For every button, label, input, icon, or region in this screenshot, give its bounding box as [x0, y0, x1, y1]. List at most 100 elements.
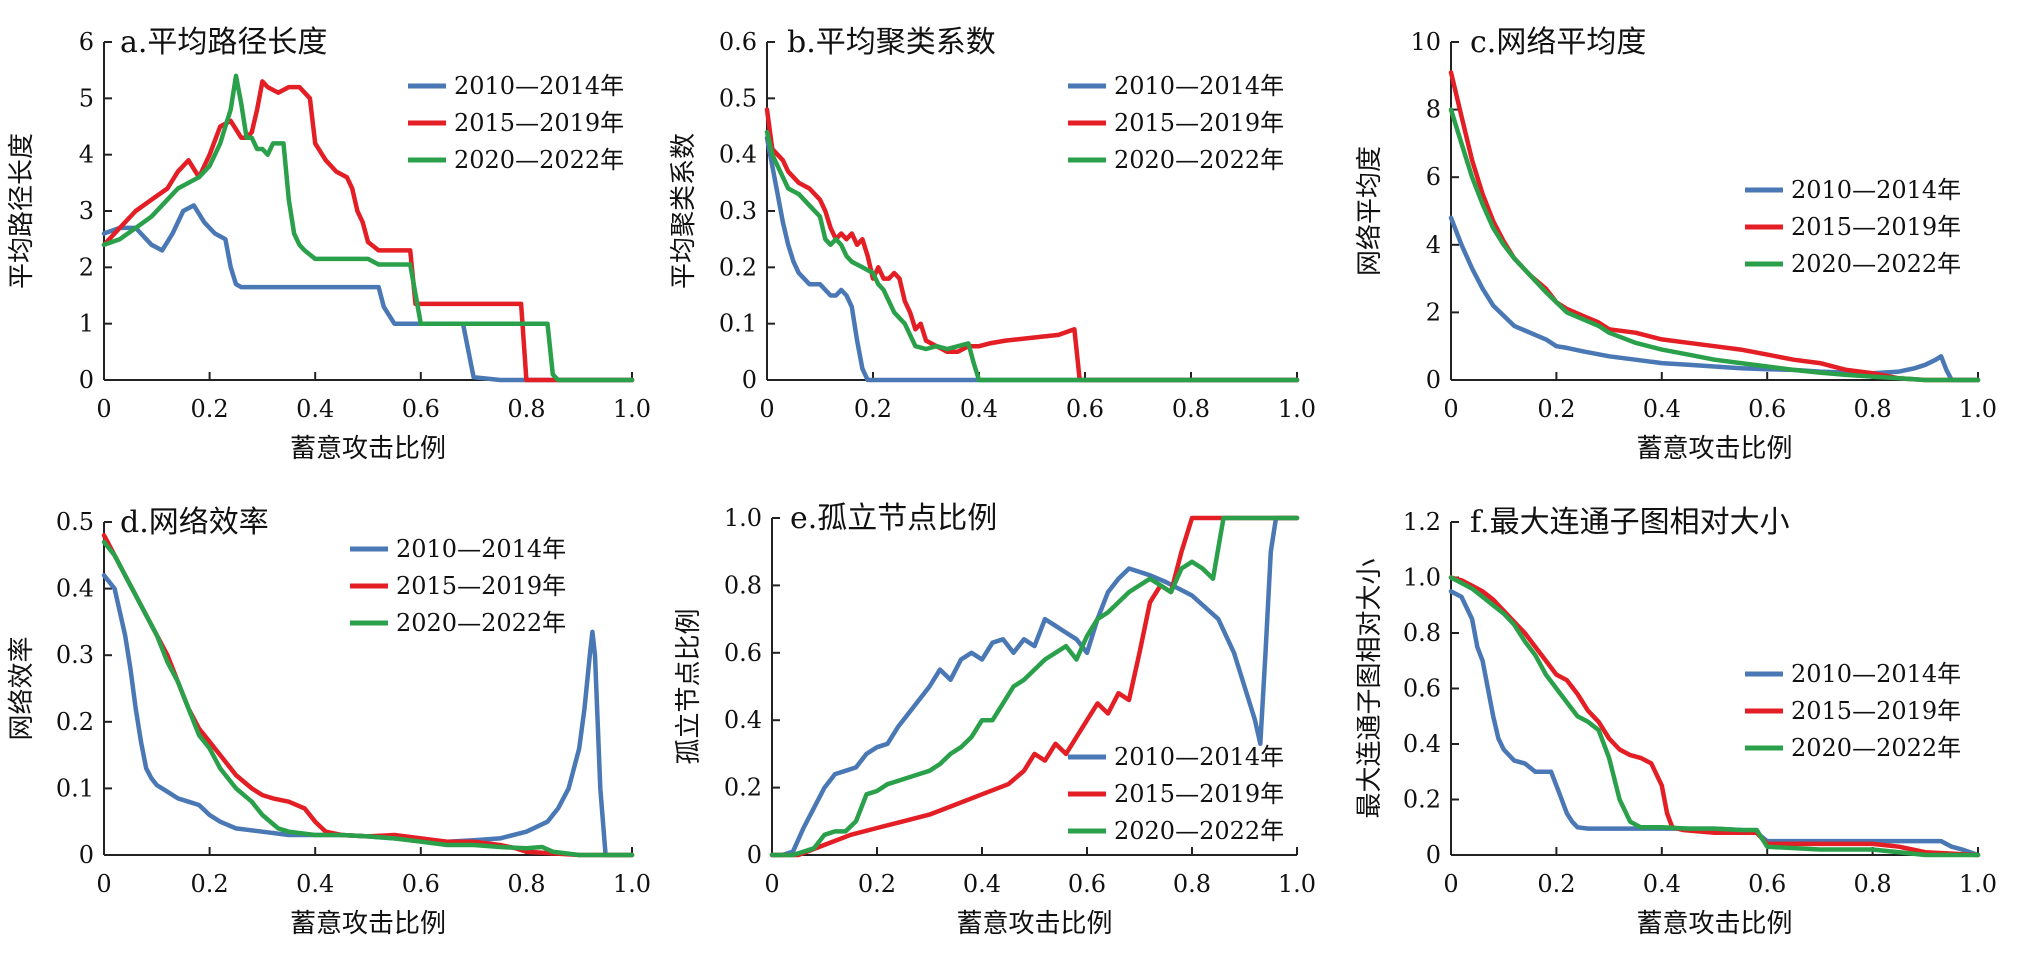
y-tick-label: 0.6 — [1403, 675, 1441, 703]
series-line-3 — [101, 539, 635, 858]
x-tick-label: 0.6 — [1066, 395, 1104, 423]
x-axis-label: 蓄意攻击比例 — [1636, 909, 1792, 939]
legend-label-3: 2020—2022年 — [1791, 734, 1961, 762]
y-tick-label: 0.6 — [719, 28, 757, 56]
chart-panel-4: 0 0.1 0.2 0.3 0.4 0.5 0 0.2 0.4 0.6 0.8 1.0 d.网络效率蓄意… — [7, 505, 651, 939]
y-tick-label: 4 — [1426, 231, 1441, 259]
legend-label-3: 2020—2022年 — [1791, 250, 1961, 278]
x-axis-label: 蓄意攻击比例 — [1636, 434, 1792, 464]
chart-panel-5: 0 0.2 0.4 0.6 0.8 1.0 0 0.2 0.4 0.6 0.8 1.0 e.孤立节点比例… — [674, 501, 1316, 939]
y-tick-label: 0.4 — [1403, 730, 1441, 758]
y-tick-label: 5 — [79, 84, 94, 112]
chart-title: e.孤立节点比例 — [790, 501, 997, 536]
chart-title: d.网络效率 — [120, 505, 269, 540]
legend-label-2: 2015—2019年 — [1791, 697, 1961, 725]
legend-label-1: 2010—2014年 — [396, 535, 566, 563]
series-line-2 — [1448, 70, 1981, 383]
y-tick-label: 0.4 — [724, 706, 762, 734]
y-tick-label: 0.8 — [1403, 619, 1441, 647]
legend-label-1: 2010—2014年 — [454, 72, 624, 100]
y-tick-label: 0 — [79, 366, 94, 394]
y-tick-label: 8 — [1426, 96, 1441, 124]
x-tick-label: 0.6 — [402, 395, 440, 423]
series-line-3 — [1448, 107, 1981, 383]
x-axis-label: 蓄意攻击比例 — [290, 434, 446, 464]
y-tick-label: 0.1 — [719, 310, 757, 338]
y-tick-label: 0 — [1426, 366, 1441, 394]
y-tick-label: 0.4 — [56, 575, 94, 603]
x-tick-label: 1.0 — [1959, 395, 1997, 423]
y-tick-label: 0 — [742, 366, 757, 394]
x-tick-label: 0.8 — [507, 870, 545, 898]
x-axis-label: 蓄意攻击比例 — [956, 909, 1112, 939]
x-tick-label: 0.8 — [1854, 395, 1892, 423]
y-tick-label: 0.2 — [719, 253, 757, 281]
y-tick-label: 0.6 — [724, 639, 762, 667]
x-tick-label: 0.4 — [1643, 395, 1681, 423]
series-line-3 — [1448, 575, 1981, 858]
series-line-3 — [769, 515, 1300, 858]
series-line-2 — [101, 79, 635, 383]
y-tick-label: 6 — [1426, 163, 1441, 191]
series-line-3 — [764, 129, 1300, 383]
y-tick-label: 0.5 — [719, 84, 757, 112]
chart-panel-6: 0 0.2 0.4 0.6 0.8 1.0 1.2 0 0.2 0.4 0.6 0.8 1.0 f.最大连… — [1355, 505, 1997, 939]
x-tick-label: 0.4 — [296, 395, 334, 423]
x-tick-label: 0.4 — [963, 870, 1001, 898]
legend-label-1: 2010—2014年 — [1114, 72, 1284, 100]
x-tick-label: 0 — [1443, 395, 1458, 423]
x-axis-label: 蓄意攻击比例 — [290, 909, 446, 939]
y-tick-label: 2 — [79, 253, 94, 281]
series-line-1 — [769, 515, 1300, 858]
legend-label-3: 2020—2022年 — [1114, 146, 1284, 174]
y-tick-label: 1.0 — [724, 504, 762, 532]
series-line-1 — [1448, 589, 1981, 858]
x-tick-label: 0 — [759, 395, 774, 423]
y-tick-label: 6 — [79, 28, 94, 56]
x-tick-label: 0.2 — [854, 395, 892, 423]
chart-title: a.平均路径长度 — [120, 25, 327, 60]
y-tick-label: 2 — [1426, 298, 1441, 326]
y-axis-label: 平均聚类系数 — [669, 133, 699, 289]
y-tick-label: 3 — [79, 197, 94, 225]
y-axis-label: 孤立节点比例 — [674, 608, 704, 764]
series-line-3 — [101, 73, 635, 383]
y-axis-label: 网络平均度 — [1355, 146, 1385, 276]
x-tick-label: 0.2 — [191, 870, 229, 898]
series-line-2 — [764, 107, 1300, 383]
legend-label-2: 2015—2019年 — [1791, 213, 1961, 241]
y-tick-label: 0.2 — [1403, 786, 1441, 814]
y-tick-label: 0 — [747, 841, 762, 869]
y-tick-label: 1 — [79, 310, 94, 338]
x-tick-label: 1.0 — [613, 870, 651, 898]
x-tick-label: 1.0 — [1278, 395, 1316, 423]
y-tick-label: 1.2 — [1403, 508, 1441, 536]
x-tick-label: 0 — [96, 395, 111, 423]
legend-label-1: 2010—2014年 — [1114, 743, 1284, 771]
chart-title: c.网络平均度 — [1470, 25, 1646, 60]
legend-label-1: 2010—2014年 — [1791, 176, 1961, 204]
y-tick-label: 0.1 — [56, 774, 94, 802]
y-tick-label: 0.4 — [719, 141, 757, 169]
y-tick-label: 0.5 — [56, 508, 94, 536]
series-line-1 — [1448, 215, 1981, 383]
x-tick-label: 0.4 — [960, 395, 998, 423]
x-tick-label: 0.6 — [1748, 395, 1786, 423]
x-tick-label: 0.4 — [296, 870, 334, 898]
x-tick-label: 0.6 — [1068, 870, 1106, 898]
x-tick-label: 0.8 — [1172, 395, 1210, 423]
x-tick-label: 0.2 — [1537, 870, 1575, 898]
x-tick-label: 1.0 — [1278, 870, 1316, 898]
y-tick-label: 0 — [79, 841, 94, 869]
y-axis-label: 最大连通子图相对大小 — [1355, 558, 1385, 818]
y-tick-label: 0.2 — [724, 774, 762, 802]
legend-label-2: 2015—2019年 — [396, 572, 566, 600]
y-tick-label: 0.3 — [56, 641, 94, 669]
y-axis-label: 网络效率 — [7, 636, 37, 740]
y-tick-label: 0.8 — [724, 571, 762, 599]
x-tick-label: 0.8 — [1173, 870, 1211, 898]
